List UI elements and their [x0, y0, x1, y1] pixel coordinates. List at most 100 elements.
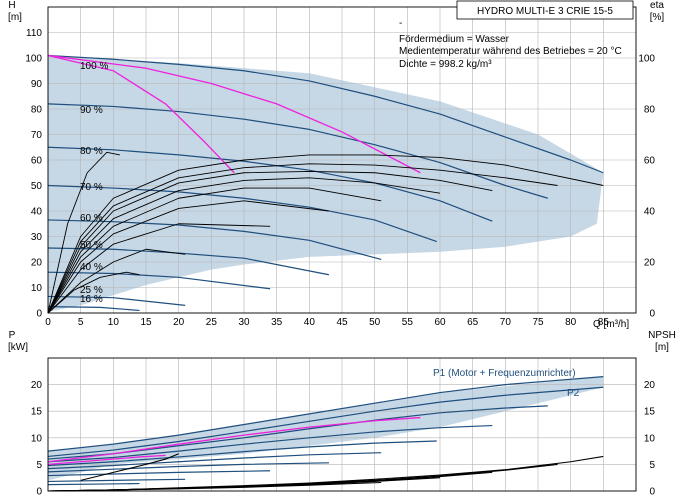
- series-line-head-4: [47, 219, 382, 261]
- info-line-3: Dichte = 998.2 kg/m³: [399, 59, 492, 70]
- x-tick-label: 40: [304, 317, 316, 328]
- series-line-limit-10: [47, 54, 421, 174]
- x-tick-label: 15: [140, 317, 152, 328]
- series-line-power-5: [47, 452, 382, 470]
- y-tick-label: 50: [31, 181, 43, 192]
- curve-label-90: 90 %: [80, 105, 103, 116]
- x-tick-label: 20: [173, 317, 185, 328]
- curve-label-60: 60 %: [80, 213, 103, 224]
- series-line-power-1: [47, 386, 604, 458]
- info-line-0: -: [399, 18, 402, 29]
- x-tick-label: 75: [532, 317, 544, 328]
- y-tick-label: 110: [26, 28, 42, 39]
- series-line-eta-11: [47, 154, 604, 314]
- curve-label-16: 16 %: [80, 294, 103, 305]
- curve-label-25: 25 %: [80, 285, 103, 296]
- y2-tick-label: 0: [649, 309, 655, 320]
- series-line-head-3: [47, 184, 437, 243]
- series-line-limit-11: [47, 416, 421, 463]
- y2-tick-label: 15: [644, 407, 656, 418]
- y-tick-label: 10: [31, 433, 43, 444]
- npsh-axis-title: NPSH: [648, 330, 676, 341]
- power-axis-unit: [kW]: [8, 342, 28, 353]
- y2-tick-label: 60: [644, 156, 656, 167]
- series-line-eta-20: [47, 151, 120, 314]
- x-tick-label: 55: [402, 317, 414, 328]
- series-line-eta-15: [47, 187, 382, 314]
- series-line-eta-13: [47, 171, 493, 314]
- y-tick-label: 100: [25, 54, 42, 65]
- y2-tick-label: 20: [644, 258, 656, 269]
- series-line-power-0: [47, 376, 604, 452]
- info-line-1: Fördermedium = Wasser: [399, 34, 510, 45]
- series-label-p1: P1 (Motor + Frequenzumrichter): [433, 368, 576, 379]
- power-axis-title: P: [9, 330, 16, 341]
- series-line-power-7: [47, 470, 271, 477]
- series-line-head-6: [47, 271, 271, 290]
- x-tick-label: 30: [238, 317, 250, 328]
- head-axis-title: H: [8, 0, 15, 11]
- info-line-2: Medientemperatur während des Betriebes =…: [399, 46, 622, 57]
- series-line-power-9: [47, 482, 140, 486]
- head-plot: 0 10 20 30 40 50 60 70 80 90 100 110 0 20 40 60 80 100 0 5 1…: [25, 6, 656, 328]
- x-tick-label: 45: [336, 317, 348, 328]
- series-line-eta-12: [47, 163, 558, 314]
- y-tick-label: 40: [31, 207, 43, 218]
- head-axis-unit: [m]: [8, 12, 22, 23]
- x-tick-label: 65: [467, 317, 479, 328]
- plot-frame: [47, 6, 637, 314]
- series-line-eta-16: [47, 200, 329, 314]
- y2-tick-label: 100: [638, 54, 655, 65]
- operating-envelope: [48, 55, 604, 312]
- series-line-eta-17: [47, 223, 271, 314]
- y-tick-label: 20: [31, 258, 43, 269]
- series-line-head-8: [47, 306, 140, 312]
- flow-axis-title: Q [m³/h]: [593, 319, 629, 330]
- y2-tick-label: 10: [644, 433, 656, 444]
- x-tick-label: 25: [206, 317, 218, 328]
- series-line-head-1: [47, 103, 548, 199]
- series-line-eta-18: [47, 248, 186, 314]
- x-tick-label: 60: [434, 317, 446, 328]
- x-tick-label: 80: [565, 317, 577, 328]
- y2-tick-label: 5: [649, 460, 655, 471]
- x-tick-label: 0: [45, 317, 51, 328]
- y2-tick-label: 20: [644, 380, 656, 391]
- series-line-power-3: [47, 424, 493, 463]
- curve-label-40: 40 %: [80, 262, 103, 273]
- curve-label-50: 50 %: [80, 240, 103, 251]
- y-tick-label: 5: [36, 460, 42, 471]
- series-line-head-7: [47, 295, 186, 306]
- series-line-eta-14: [47, 177, 441, 314]
- title-box: [456, 0, 634, 20]
- series-line-head-0: [47, 54, 604, 174]
- y-tick-label: 90: [31, 79, 43, 90]
- curve-label-100: 100 %: [80, 61, 108, 72]
- y-tick-label: 0: [36, 309, 42, 320]
- npsh-axis-unit: [m]: [655, 342, 669, 353]
- y-tick-label: 30: [31, 232, 43, 243]
- series-line-power-4: [47, 440, 437, 467]
- x-tick-label: 10: [108, 317, 120, 328]
- y-tick-label: 10: [31, 283, 43, 294]
- x-tick-label: 50: [369, 317, 381, 328]
- x-tick-label: 85: [598, 317, 610, 328]
- series-line-npsh-16: [47, 481, 382, 492]
- x-tick-label: 35: [271, 317, 283, 328]
- y2-tick-label: 80: [644, 105, 656, 116]
- series-line-npsh-14: [47, 471, 493, 492]
- series-line-npsh-17: [80, 453, 179, 481]
- series-line-limit-9: [47, 54, 235, 174]
- eta-axis-unit: [%]: [650, 12, 665, 23]
- series-line-power-6: [47, 462, 329, 473]
- y-tick-label: 20: [31, 380, 43, 391]
- y-tick-label: 80: [31, 105, 43, 116]
- operating-envelope: [48, 376, 604, 481]
- series-line-limit-10: [47, 454, 166, 466]
- y-tick-label: 70: [31, 130, 43, 141]
- y-tick-label: 15: [31, 407, 43, 418]
- y-tick-label: 0: [36, 487, 42, 498]
- series-label-p2: P2: [567, 388, 580, 399]
- chart-title: HYDRO MULTI-E 3 CRIE 15-5: [477, 6, 613, 17]
